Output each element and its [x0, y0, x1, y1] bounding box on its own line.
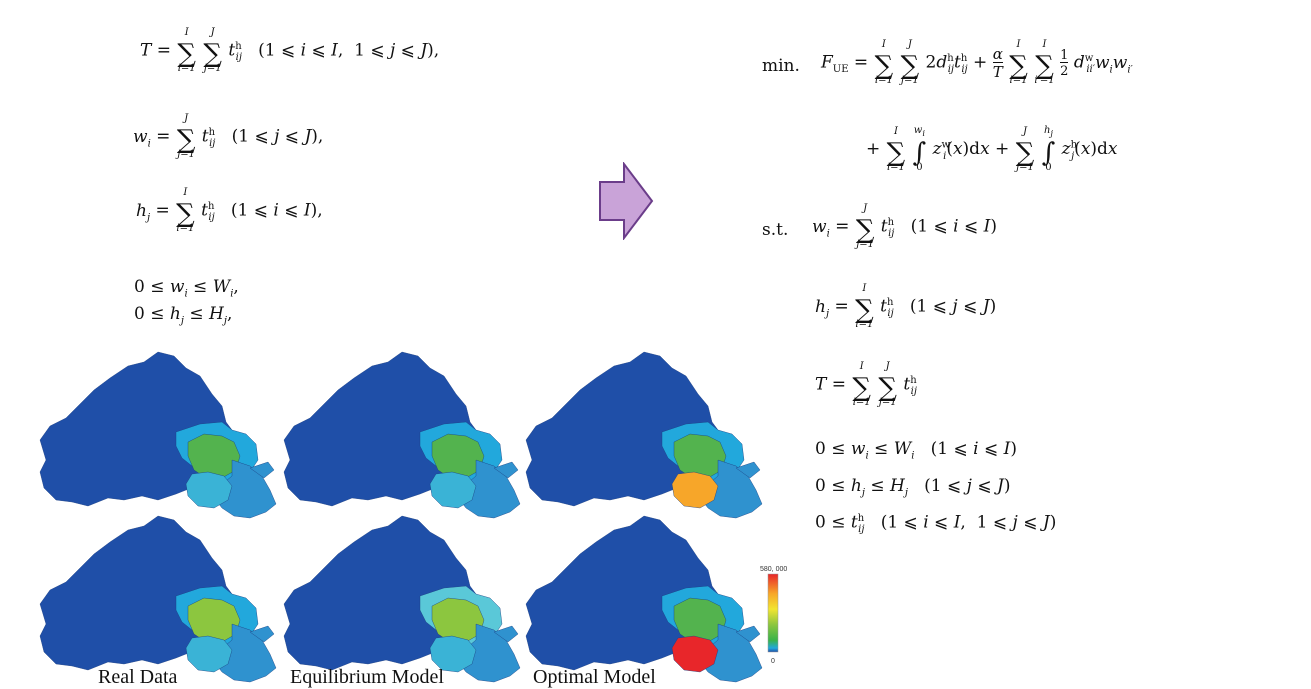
equation-homes: hj = I ∑ i=1 thij (1 ⩽ i ⩽ I),: [136, 187, 323, 234]
constraint-h: hj = I ∑ i=1 thij (1 ⩽ j ⩽ J): [815, 283, 997, 330]
map-equilibrium-top: [283, 351, 521, 519]
right-arrow-icon: [599, 162, 654, 240]
map-optimal-bottom: [525, 515, 763, 683]
constraint-h-range: 0 ≤ hj ≤ Hj (1 ⩽ j ⩽ J): [815, 476, 1011, 499]
colorbar-max-label: 580, 000: [760, 566, 787, 573]
map-zone-z4: [671, 471, 719, 509]
objective-function-line2: + I ∑ i=1 wi ∫ 0 zwi(x)dx + J ∑ j=1 hj ∫ 0 zhj(x…: [866, 125, 1118, 174]
constraint-h-bound: 0 ≤ hj ≤ Hj,: [134, 304, 233, 327]
caption-equilibrium-model: Equilibrium Model: [290, 666, 444, 688]
map-zone-z4: [429, 471, 477, 509]
map-zone-z4: [429, 635, 477, 673]
map-equilibrium-bottom: [283, 515, 521, 683]
map-zone-spur: [493, 461, 519, 479]
map-zone-spur: [249, 461, 275, 479]
constraint-T: T = I ∑ i=1 J ∑ j=1 thij: [815, 361, 917, 408]
colorbar: [767, 573, 779, 653]
condition-text: (1 ⩽ i ⩽ I, 1 ⩽ j ⩽ J),: [258, 40, 440, 61]
caption-optimal-model: Optimal Model: [533, 666, 656, 688]
equation-workers: wi = J ∑ j=1 thij (1 ⩽ j ⩽ J),: [133, 113, 324, 160]
constraint-w: wi = J ∑ j=1 thij (1 ⩽ i ⩽ I): [812, 203, 997, 250]
map-optimal-top: [525, 351, 763, 519]
colorbar-min-label: 0: [771, 658, 775, 665]
constraint-w-bound: 0 ≤ wi ≤ Wi,: [134, 277, 239, 300]
map-real-data-top: [39, 351, 277, 519]
map-real-data-bottom: [39, 515, 277, 683]
map-zone-z4: [185, 471, 233, 509]
st-label: s.t.: [762, 220, 789, 240]
map-zone-spur: [249, 625, 275, 643]
constraint-w-range: 0 ≤ wi ≤ Wi (1 ⩽ i ⩽ I): [815, 439, 1017, 462]
constraint-t-nonneg: 0 ≤ thij (1 ⩽ i ⩽ I, 1 ⩽ j ⩽ J): [815, 512, 1057, 536]
map-zone-spur: [735, 461, 761, 479]
map-zone-z4: [185, 635, 233, 673]
map-zone-spur: [493, 625, 519, 643]
min-label: min.: [762, 56, 800, 76]
equation-total-trips: T = I ∑ i=1 J ∑ j=1 thij (1 ⩽ i ⩽ I, 1 ⩽ j ⩽…: [140, 27, 440, 74]
caption-real-data: Real Data: [98, 666, 178, 688]
map-zone-z4: [671, 635, 719, 673]
map-zone-spur: [735, 625, 761, 643]
